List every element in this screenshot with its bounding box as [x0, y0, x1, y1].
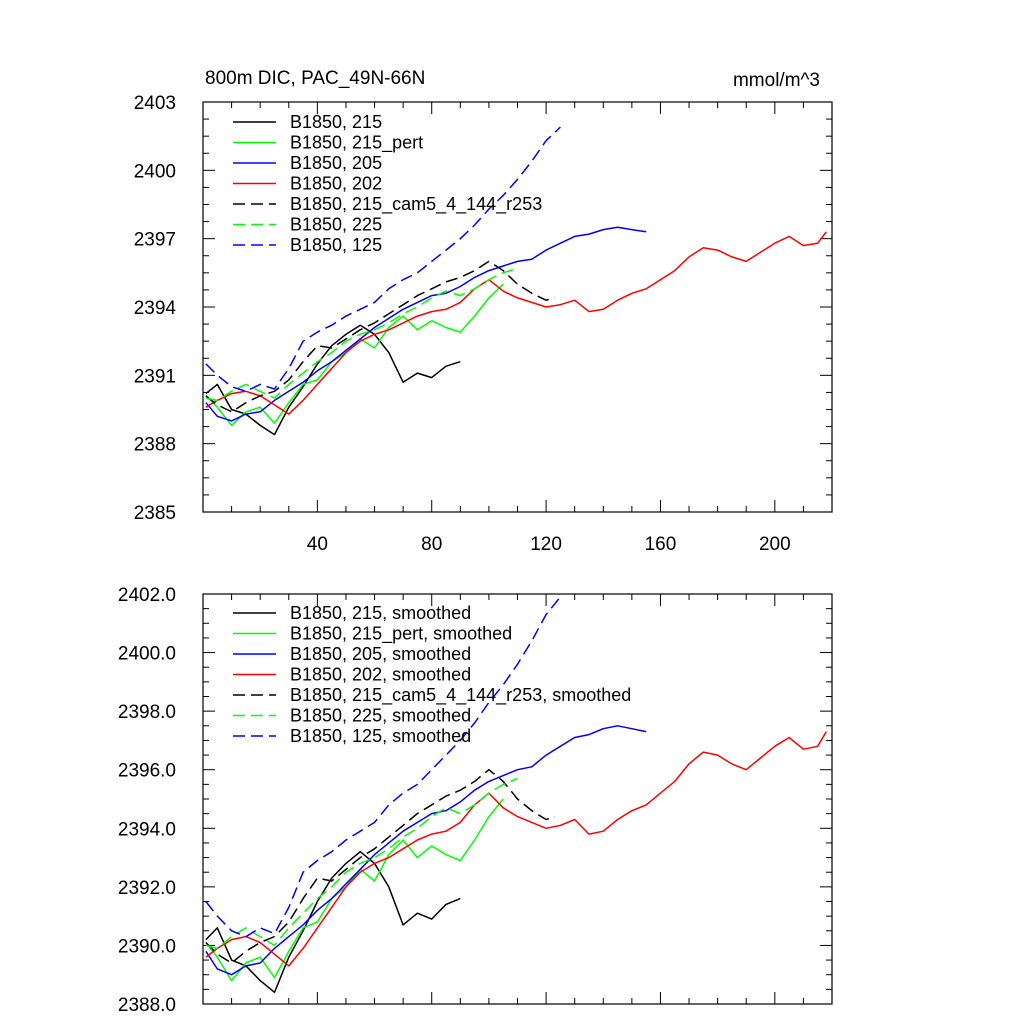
- y-tick-label: 2394.0: [118, 819, 176, 840]
- y-tick-label: 2388: [134, 435, 176, 456]
- y-tick-label: 2385: [134, 503, 176, 524]
- x-tick-label: 120: [530, 534, 562, 555]
- legend-entry: B1850, 202: [290, 174, 382, 194]
- chart-panel-2: 2388.0 2390.0 2392.0 2394.0 2396.0 2398.0 2400…: [118, 585, 833, 1016]
- x-tick-label: 40: [307, 534, 328, 555]
- legend-entry: B1850, 125, smoothed: [290, 726, 471, 746]
- series-line-2: [205, 798, 504, 982]
- y-tick-label: 2391: [134, 366, 176, 387]
- series-line-5: [205, 768, 555, 964]
- series-line-3: [205, 725, 647, 976]
- legend-entry: B1850, 215_cam5_4_144_r253: [290, 194, 542, 215]
- y-tick-label: 2402.0: [118, 585, 176, 606]
- legend-entry: B1850, 125: [290, 235, 382, 255]
- chart-panel-1: 800m DIC, PAC_49N-66N mmol/m^3 40 80 120 160 2…: [134, 68, 833, 555]
- x-tick-label: 80: [421, 534, 442, 555]
- y-tick-label: 2400.0: [118, 644, 176, 665]
- series-line-4: [205, 731, 827, 967]
- legend-entry: B1850, 205: [290, 153, 382, 173]
- series-line-3: [205, 226, 647, 422]
- chart-title: 800m DIC, PAC_49N-66N: [205, 68, 425, 89]
- y-tick-label: 2403: [134, 93, 176, 114]
- series-line-2: [205, 283, 504, 427]
- series-line-5: [205, 260, 555, 413]
- units-label: mmol/m^3: [733, 70, 820, 91]
- series-line-4: [205, 231, 827, 415]
- x-tick-label: 160: [645, 534, 677, 555]
- series-line-1: [205, 850, 461, 994]
- y-tick-label: 2392.0: [118, 878, 176, 899]
- legend-entry: B1850, 205, smoothed: [290, 644, 471, 664]
- legend-entry: B1850, 215: [290, 112, 382, 132]
- y-tick-label: 2398.0: [118, 702, 176, 723]
- legend-entry: B1850, 215, smoothed: [290, 603, 471, 623]
- legend-entry: B1850, 215_pert: [290, 133, 423, 154]
- series-line-7: [205, 126, 561, 393]
- series-line-7: [205, 596, 561, 938]
- series-line-6: [205, 777, 518, 950]
- y-tick-label: 2390.0: [118, 936, 176, 957]
- y-tick-label: 2397: [134, 230, 176, 251]
- legend-entry: B1850, 202, smoothed: [290, 665, 471, 685]
- legend-entry: B1850, 215_pert, smoothed: [290, 624, 512, 645]
- y-tick-label: 2394: [134, 298, 177, 319]
- series-line-6: [205, 267, 518, 402]
- y-tick-label: 2396.0: [118, 761, 176, 782]
- legend-entry: B1850, 225, smoothed: [290, 706, 471, 726]
- series-line-1: [205, 324, 461, 436]
- y-tick-label: 2388.0: [118, 995, 176, 1016]
- legend-entry: B1850, 225: [290, 215, 382, 235]
- y-tick-label: 2400: [134, 161, 176, 182]
- legend-entry: B1850, 215_cam5_4_144_r253, smoothed: [290, 685, 631, 706]
- x-tick-label: 200: [759, 534, 791, 555]
